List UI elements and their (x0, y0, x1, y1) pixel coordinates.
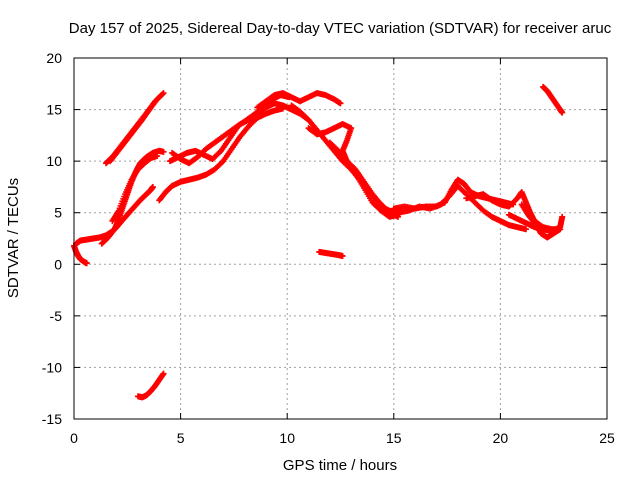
track-late-5 (518, 201, 564, 241)
data-point (149, 183, 156, 190)
track-late-upper (540, 83, 566, 116)
x-tick-label: 25 (599, 430, 615, 446)
y-tick-label: 15 (46, 102, 62, 118)
y-axis-label: SDTVAR / TECUs (5, 178, 22, 298)
y-tick-label: -15 (42, 411, 62, 427)
data-point (160, 370, 167, 377)
track-mid-1 (156, 105, 286, 204)
data-point (160, 90, 167, 97)
track-early-rise-3 (109, 152, 161, 224)
track-descent-3 (326, 139, 402, 220)
x-tick-label: 20 (493, 430, 509, 446)
track-main-low (71, 242, 90, 267)
data-point (522, 226, 529, 233)
chart-title: Day 157 of 2025, Sidereal Day-to-day VTE… (69, 20, 612, 37)
data-point (559, 109, 566, 116)
y-tick-label: -5 (50, 308, 63, 324)
y-tick-label: -10 (42, 359, 62, 375)
data-point (154, 152, 161, 159)
data-point (83, 260, 90, 267)
data-points (71, 83, 566, 401)
x-tick-label: 5 (177, 430, 185, 446)
grid-lines (74, 58, 607, 419)
track-negative (134, 370, 167, 401)
data-point (339, 253, 346, 260)
data-point (557, 226, 564, 233)
x-axis-label: GPS time / hours (283, 457, 397, 474)
plot-frame (73, 57, 608, 420)
y-tick-label: 0 (54, 256, 62, 272)
data-point (152, 98, 159, 105)
y-tick-label: 5 (54, 205, 62, 221)
data-point (337, 100, 344, 107)
data-point (559, 213, 566, 220)
track-peak-1 (254, 90, 344, 111)
y-tick-label: 10 (46, 153, 62, 169)
track-steep-upper-2 (107, 98, 159, 165)
y-tick-label: 20 (46, 50, 62, 66)
track-mid-3 (169, 100, 312, 167)
track-short-mid (316, 248, 346, 260)
data-point (159, 90, 166, 97)
data-point (160, 148, 167, 155)
x-tick-label: 0 (70, 430, 78, 446)
x-tick-label: 15 (386, 430, 402, 446)
x-tick-label: 10 (279, 430, 295, 446)
